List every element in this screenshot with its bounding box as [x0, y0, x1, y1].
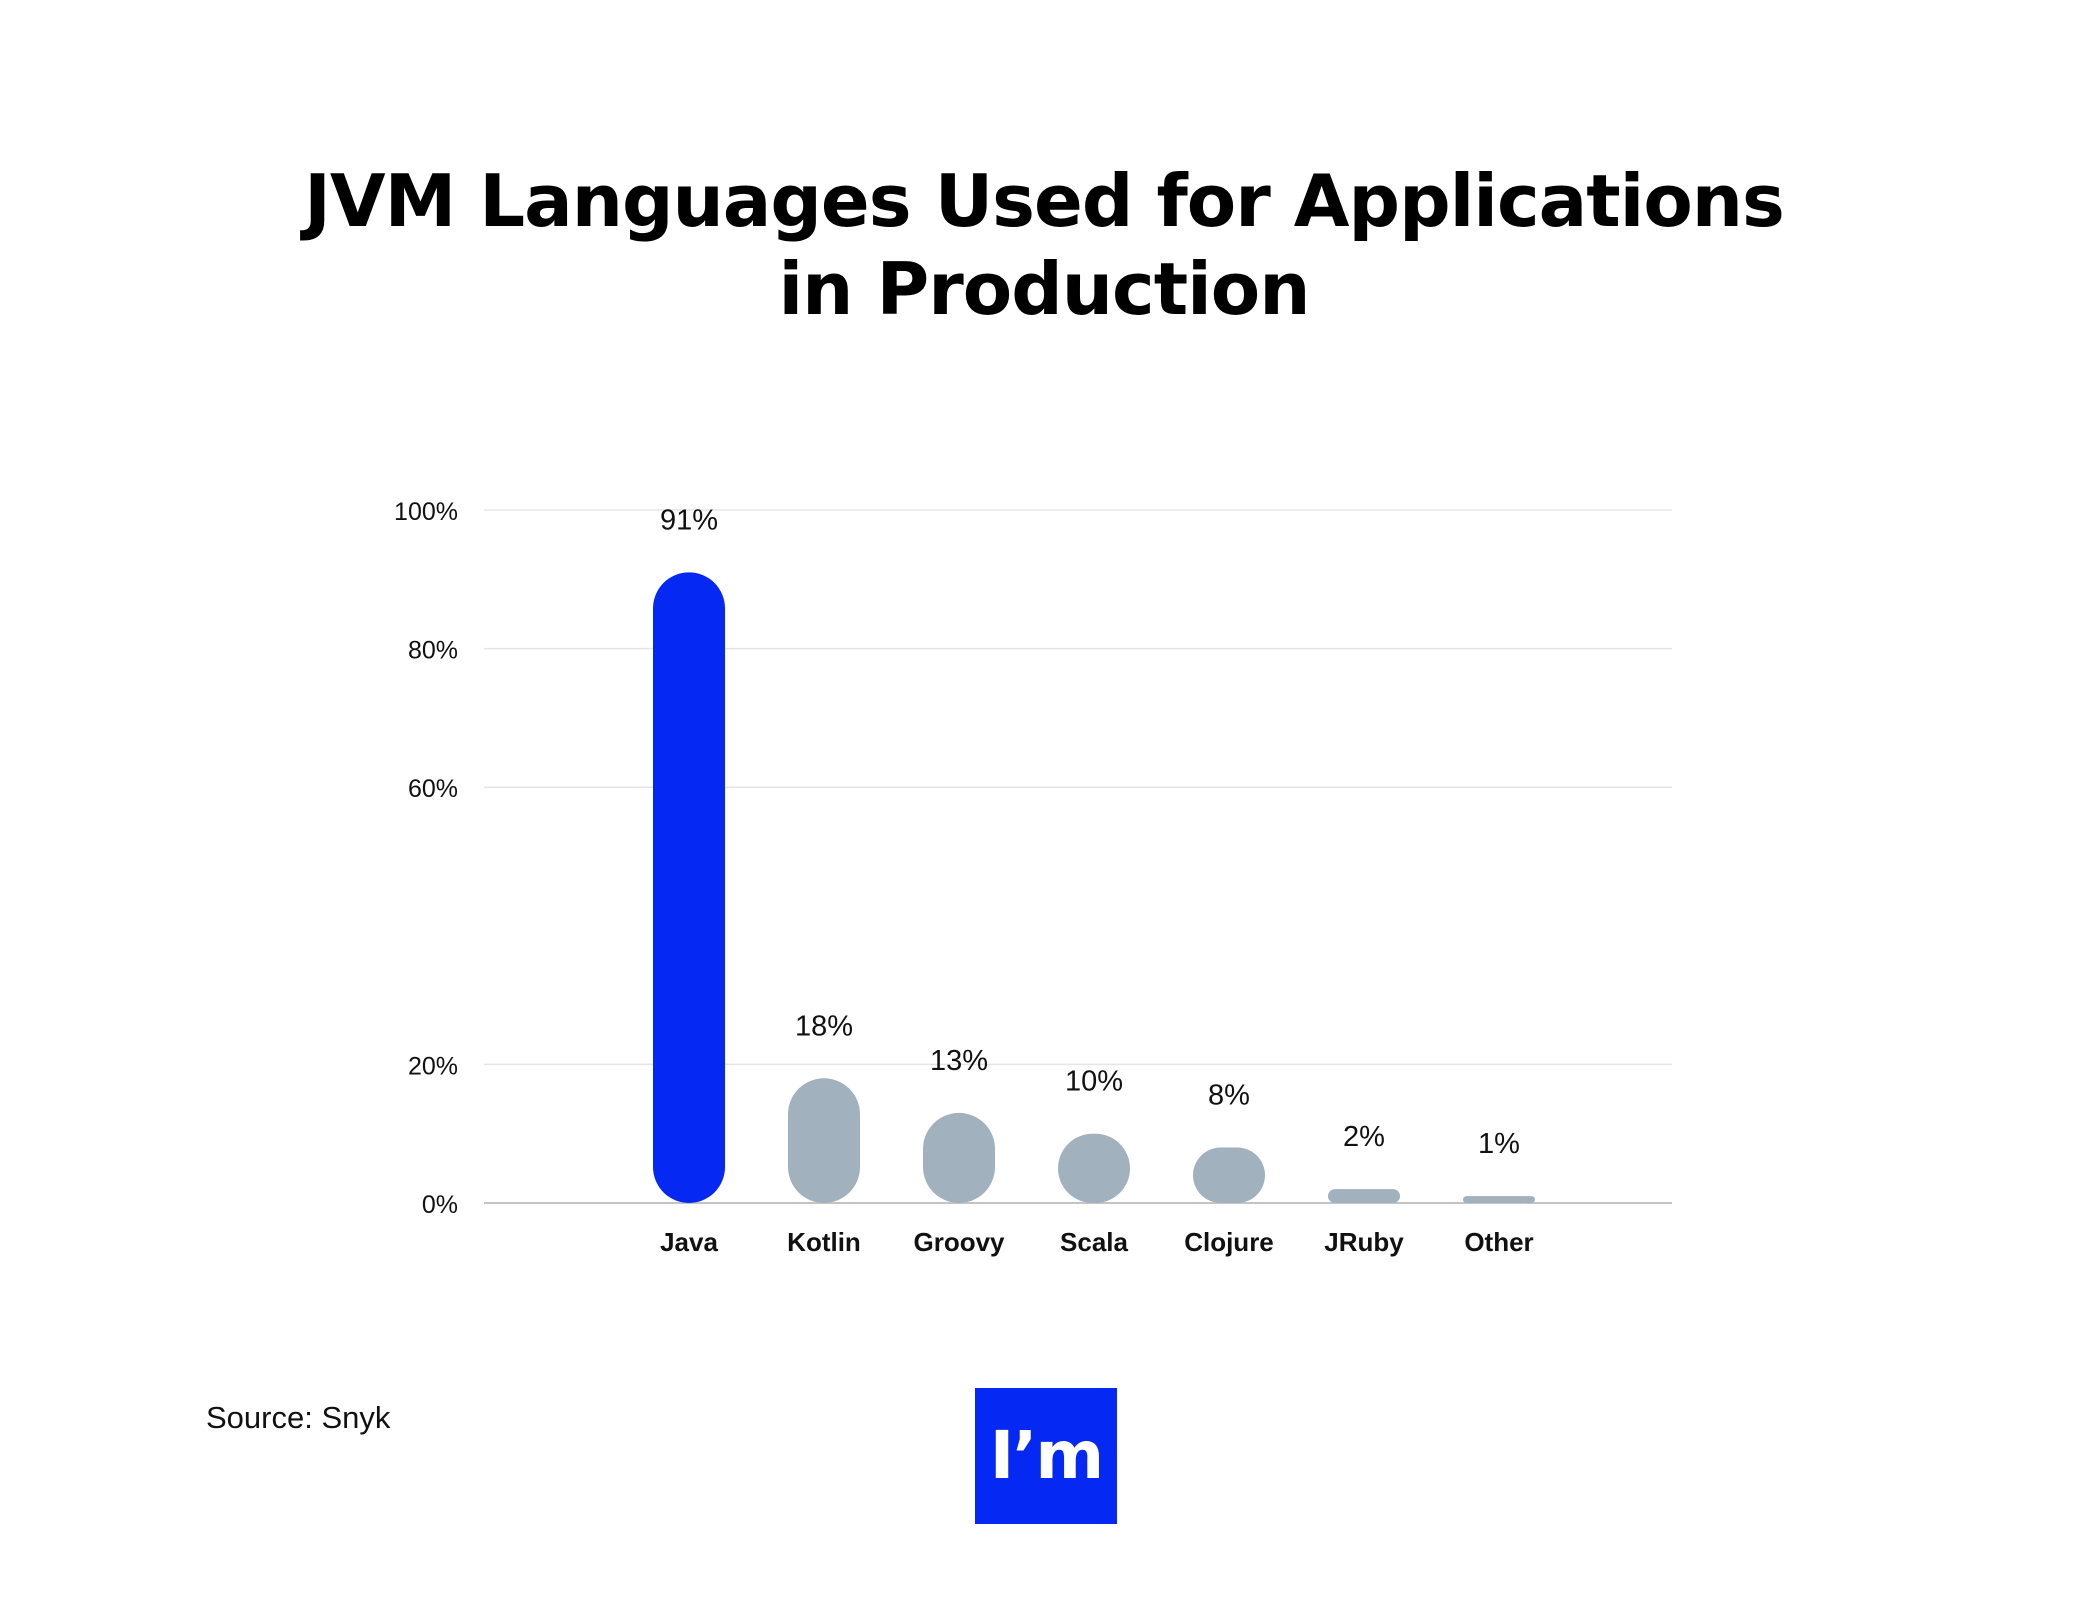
bar-java — [653, 572, 725, 1203]
data-label: 2% — [1343, 1121, 1385, 1153]
x-tick-label: Kotlin — [787, 1227, 861, 1257]
data-label: 10% — [1065, 1066, 1123, 1098]
y-tick-label: 20% — [408, 1052, 458, 1080]
bar-jruby — [1328, 1189, 1400, 1203]
y-axis-ticks: 0% 20% 60% 80% 100% — [394, 498, 458, 1219]
chart-title-line-1: JVM Languages Used for Applications — [304, 159, 1785, 243]
chart-title: JVM Languages Used for Applications in P… — [0, 157, 2088, 333]
y-tick-label: 60% — [408, 775, 458, 803]
x-tick-label: Other — [1464, 1227, 1533, 1257]
y-tick-label: 0% — [422, 1191, 458, 1219]
data-label: 18% — [795, 1010, 853, 1042]
x-tick-label: Clojure — [1184, 1227, 1274, 1257]
bar-kotlin — [788, 1078, 860, 1203]
bar-scala — [1058, 1133, 1130, 1203]
bar-groovy — [923, 1112, 995, 1203]
data-label: 13% — [930, 1045, 988, 1077]
data-label: 91% — [660, 504, 718, 536]
chart-title-line-2: in Production — [778, 247, 1310, 331]
y-tick-label: 80% — [408, 637, 458, 665]
data-label: 1% — [1478, 1128, 1520, 1160]
bar-clojure — [1193, 1147, 1265, 1203]
bar-other — [1463, 1196, 1535, 1203]
brand-logo-text: I’m — [989, 1417, 1104, 1494]
bars — [653, 572, 1535, 1203]
x-tick-label: Scala — [1060, 1227, 1128, 1257]
source-note: Source: Snyk — [206, 1400, 391, 1435]
x-tick-label: Groovy — [913, 1227, 1005, 1257]
y-tick-label: 100% — [394, 498, 458, 526]
data-labels: 91% 18% 13% 10% 8% 2% 1% — [660, 504, 1520, 1160]
data-label: 8% — [1208, 1080, 1250, 1112]
brand-logo: I’m — [975, 1388, 1117, 1524]
x-tick-label: JRuby — [1324, 1227, 1404, 1257]
x-tick-label: Java — [660, 1227, 718, 1257]
x-axis-ticks: Java Kotlin Groovy Scala Clojure JRuby Other — [660, 1227, 1534, 1257]
